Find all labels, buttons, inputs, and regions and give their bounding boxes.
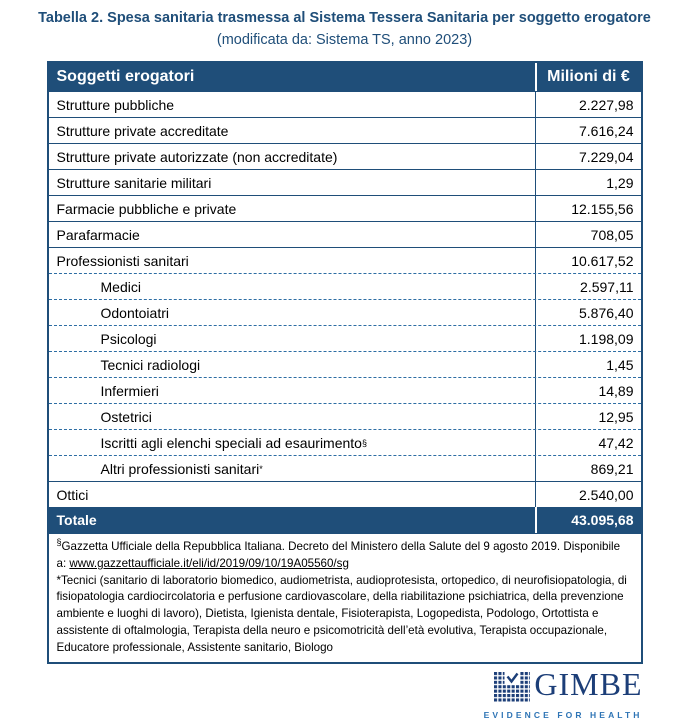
row-value: 1.198,09 [534, 326, 641, 351]
row-label: Psicologi [100, 330, 157, 347]
row-value: 14,89 [534, 378, 641, 403]
row-value: 47,42 [534, 430, 641, 455]
footnote-gazzetta: §Gazzetta Ufficiale della Repubblica Ita… [56, 537, 633, 573]
gimbe-tagline: EVIDENCE FOR HEALTH [483, 709, 643, 720]
gimbe-logo-mark-icon [494, 671, 531, 708]
row-label: Ottici [56, 486, 89, 503]
table-header-row: Soggetti erogatori Milioni di € [48, 63, 641, 91]
table-row: Odontoiatri 5.876,40 [48, 299, 641, 325]
row-value: 12,95 [534, 404, 641, 429]
header-milioni-di-euro: Milioni di € [534, 63, 641, 91]
table-footnotes: §Gazzetta Ufficiale della Repubblica Ita… [48, 533, 641, 662]
row-label: Strutture private autorizzate (non accre… [56, 148, 338, 165]
page-title: Tabella 2. Spesa sanitaria trasmessa al … [38, 10, 651, 26]
row-value: 2.540,00 [534, 482, 641, 507]
table-row: Medici 2.597,11 [48, 273, 641, 299]
table-row: Parafarmacie 708,05 [48, 221, 641, 247]
table-row: Psicologi 1.198,09 [48, 325, 641, 351]
row-value: 10.617,52 [534, 248, 641, 273]
row-value: 708,05 [534, 222, 641, 247]
row-label: Medici [100, 278, 141, 295]
row-label: Farmacie pubbliche e private [56, 200, 237, 217]
row-value: 7.616,24 [534, 118, 641, 143]
row-label: Infermieri [100, 382, 159, 399]
row-value: 12.155,56 [534, 196, 641, 221]
row-label: Strutture pubbliche [56, 96, 175, 113]
table-row: Ottici 2.540,00 [48, 481, 641, 507]
table-row: Strutture private autorizzate (non accre… [48, 143, 641, 169]
table-total-row: Totale 43.095,68 [48, 507, 641, 533]
table-row: Strutture pubbliche 2.227,98 [48, 91, 641, 117]
page-subtitle: (modificata da: Sistema TS, anno 2023) [216, 32, 473, 48]
row-value: 1,45 [534, 352, 641, 377]
row-value: 2.227,98 [534, 92, 641, 117]
footnote-gazzetta-text: Gazzetta Ufficiale della Repubblica Ital… [56, 540, 621, 570]
spesa-sanitaria-table: Soggetti erogatori Milioni di € Struttur… [46, 61, 643, 664]
total-value: 43.095,68 [534, 507, 641, 533]
table-row: Tecnici radiologi 1,45 [48, 351, 641, 377]
footnote-sup-section: § [56, 537, 62, 548]
gazzetta-ufficiale-link[interactable]: www.gazzettaufficiale.it/eli/id/2019/09/… [69, 556, 349, 570]
table-row: Strutture private accreditate 7.616,24 [48, 117, 641, 143]
footnote-tecnici: *Tecnici (sanitario di laboratorio biome… [56, 573, 627, 654]
row-label: Parafarmacie [56, 226, 140, 243]
header-soggetti-erogatori: Soggetti erogatori [56, 68, 195, 85]
table-row: Ostetrici 12,95 [48, 403, 641, 429]
row-label: Professionisti sanitari [56, 252, 189, 269]
row-value: 2.597,11 [534, 274, 641, 299]
row-label: Ostetrici [100, 408, 152, 425]
row-value: 1,29 [534, 170, 641, 195]
total-label: Totale [56, 512, 97, 528]
table-row: Strutture sanitarie militari 1,29 [48, 169, 641, 195]
row-label: Tecnici radiologi [100, 356, 201, 373]
table-row: Iscritti agli elenchi speciali ad esauri… [48, 429, 641, 455]
table-body: Strutture pubbliche 2.227,98 Strutture pri… [48, 91, 641, 507]
gimbe-wordmark: GIMBE [534, 665, 643, 702]
row-value: 7.229,04 [534, 144, 641, 169]
row-label: Strutture sanitarie militari [56, 174, 212, 191]
table-row: Professionisti sanitari 10.617,52 [48, 247, 641, 273]
row-label: Iscritti agli elenchi speciali ad esauri… [100, 434, 367, 451]
row-value: 869,21 [534, 456, 641, 481]
table-row: Altri professionisti sanitari * 869,21 [48, 455, 641, 481]
row-value: 5.876,40 [534, 300, 641, 325]
row-label: Strutture private accreditate [56, 122, 229, 139]
table-row: Infermieri 14,89 [48, 377, 641, 403]
gimbe-logo: GIMBE EVIDENCE FOR HEALTH [47, 665, 643, 720]
table-row: Farmacie pubbliche e private 12.155,56 [48, 195, 641, 221]
row-label: Odontoiatri [100, 304, 169, 321]
row-label: Altri professionisti sanitari * [100, 460, 263, 477]
